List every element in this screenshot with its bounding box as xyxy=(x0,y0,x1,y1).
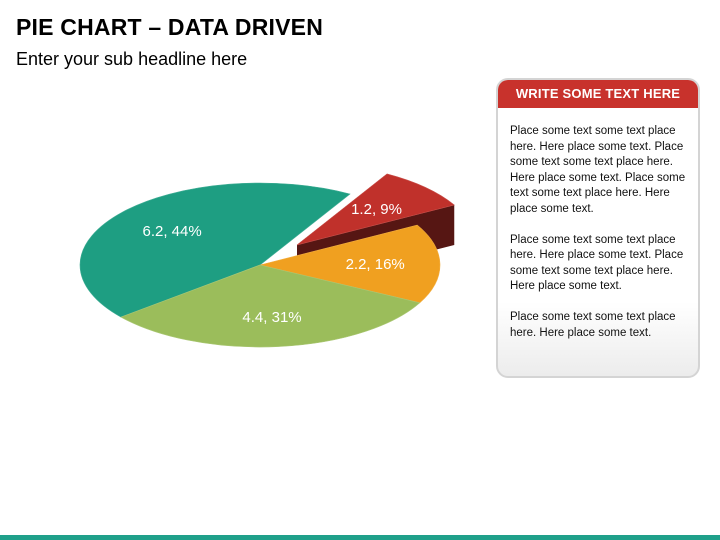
page-title: PIE CHART – DATA DRIVEN xyxy=(16,14,324,40)
pie-slice-label: 4.4, 31% xyxy=(242,309,301,326)
pie-slice xyxy=(120,264,421,348)
text-box-paragraph: Place some text some text place here. He… xyxy=(510,310,676,339)
text-box-header: WRITE SOME TEXT HERE xyxy=(498,80,698,108)
pie-chart: 6.2, 44% 4.4, 31% 2.2, 16% 1.2, 9% xyxy=(79,173,455,348)
text-box: WRITE SOME TEXT HERE Place some text som… xyxy=(496,78,700,378)
text-box-body: Place some text some text place here. He… xyxy=(498,108,698,341)
pie-tops xyxy=(79,173,455,348)
pie-slice xyxy=(79,182,351,318)
pie-slice-label: 1.2, 9% xyxy=(351,201,402,218)
page-subtitle: Enter your sub headline here xyxy=(16,49,248,69)
pie-slice-label: 6.2, 44% xyxy=(143,223,202,240)
pie-slice xyxy=(296,173,455,246)
pie-labels: 6.2, 44% 4.4, 31% 2.2, 16% 1.2, 9% xyxy=(143,201,405,326)
text-box-paragraph: Place some text some text place here. He… xyxy=(510,125,686,215)
pie-slice xyxy=(259,224,441,304)
text-box-paragraph: Place some text some text place here. He… xyxy=(510,233,684,293)
footer-bar xyxy=(0,535,720,540)
pie-slice-label: 2.2, 16% xyxy=(346,256,405,273)
